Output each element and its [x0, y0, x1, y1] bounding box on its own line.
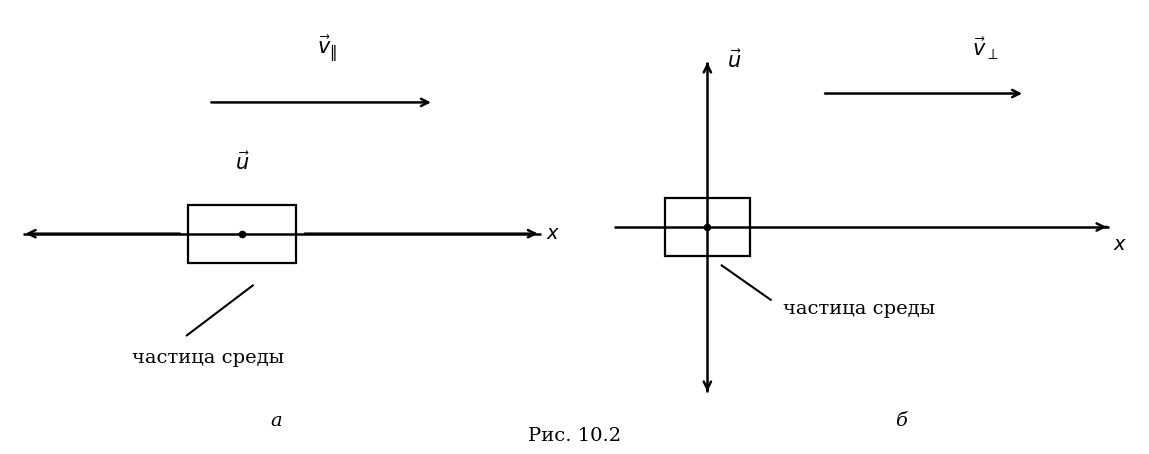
Text: $x$: $x$ — [546, 225, 561, 243]
Text: $\vec{v}_{\|}$: $\vec{v}_{\|}$ — [317, 34, 337, 64]
Text: частица среды: частица среды — [782, 300, 935, 318]
Text: $x$: $x$ — [1112, 236, 1127, 254]
Text: $\vec{u}$: $\vec{u}$ — [726, 49, 741, 72]
Text: $\vec{v}_{\perp}$: $\vec{v}_{\perp}$ — [972, 36, 998, 62]
Text: частица среды: частица среды — [132, 349, 285, 367]
Text: б: б — [895, 411, 907, 429]
Text: Рис. 10.2: Рис. 10.2 — [527, 427, 622, 445]
Text: $\vec{u}$: $\vec{u}$ — [236, 151, 249, 174]
Text: а: а — [270, 411, 282, 429]
